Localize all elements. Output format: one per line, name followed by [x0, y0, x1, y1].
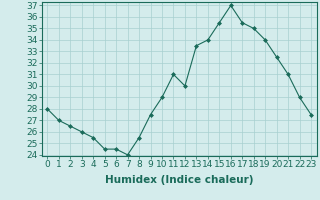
- X-axis label: Humidex (Indice chaleur): Humidex (Indice chaleur): [105, 175, 253, 185]
